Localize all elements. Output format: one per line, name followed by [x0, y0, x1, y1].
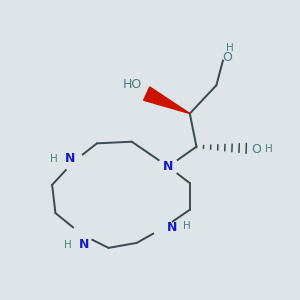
Text: H: H	[266, 144, 273, 154]
Text: N: N	[167, 221, 177, 235]
Text: H: H	[226, 43, 233, 53]
Text: H: H	[64, 240, 72, 250]
Text: HO: HO	[122, 78, 142, 91]
Circle shape	[64, 152, 84, 172]
Text: N: N	[65, 152, 76, 166]
Circle shape	[72, 225, 92, 244]
Text: O: O	[222, 51, 232, 64]
Text: O: O	[146, 89, 156, 102]
Text: H: H	[50, 154, 58, 164]
Text: N: N	[79, 238, 89, 251]
Text: N: N	[163, 160, 173, 173]
Text: H: H	[183, 221, 191, 231]
Text: O: O	[251, 142, 261, 155]
Circle shape	[158, 157, 178, 176]
Circle shape	[153, 218, 173, 238]
Polygon shape	[144, 87, 190, 113]
